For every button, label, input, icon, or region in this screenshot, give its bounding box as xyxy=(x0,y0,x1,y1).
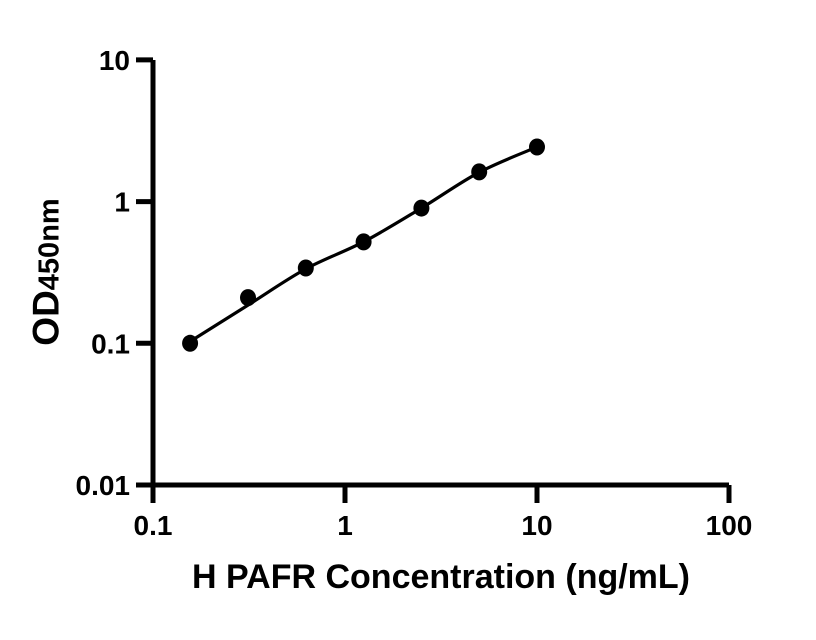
data-point-marker xyxy=(355,233,372,251)
data-point-marker xyxy=(240,289,257,307)
y-axis-label-main: OD xyxy=(25,290,67,346)
y-tick-label: 10 xyxy=(99,45,130,76)
x-tick-label: 100 xyxy=(706,510,753,541)
axis-lines xyxy=(150,60,729,488)
data-points xyxy=(182,138,545,352)
y-axis-label-sub: 450nm xyxy=(33,198,66,291)
axis-ticks xyxy=(136,57,732,503)
data-point-marker xyxy=(182,334,199,352)
y-axis-label: OD450nm xyxy=(25,198,67,346)
x-tick-label: 10 xyxy=(521,510,552,541)
data-point-marker xyxy=(413,199,430,217)
y-tick-label: 0.01 xyxy=(76,470,131,501)
data-point-marker xyxy=(471,163,488,181)
x-tick-label: 1 xyxy=(337,510,353,541)
data-point-marker xyxy=(529,138,545,156)
y-tick-label: 1 xyxy=(114,187,130,218)
y-tick-label: 0.1 xyxy=(91,328,130,359)
x-tick-label: 0.1 xyxy=(134,510,173,541)
axes xyxy=(150,60,729,488)
x-axis-label: H PAFR Concentration (ng/mL) xyxy=(192,558,690,596)
data-point-marker xyxy=(297,259,314,277)
